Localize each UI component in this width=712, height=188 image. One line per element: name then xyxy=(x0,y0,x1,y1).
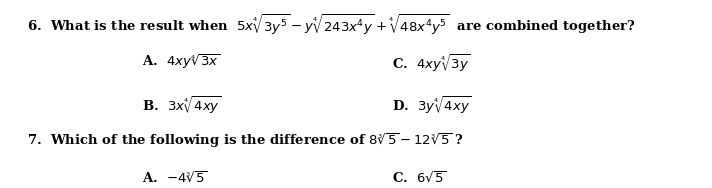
Text: D.  $3y\sqrt[4]{4xy}$: D. $3y\sqrt[4]{4xy}$ xyxy=(392,94,471,116)
Text: A.  $4xy\sqrt[4]{3x}$: A. $4xy\sqrt[4]{3x}$ xyxy=(142,53,221,71)
Text: 7.  Which of the following is the difference of $8\sqrt[3]{5} - 12\sqrt[3]{5}$ ?: 7. Which of the following is the differe… xyxy=(27,132,464,150)
Text: B.  $3x\sqrt[4]{4xy}$: B. $3x\sqrt[4]{4xy}$ xyxy=(142,94,221,116)
Text: 6.  What is the result when  $5x\sqrt[4]{3y^5} - y\sqrt[4]{243x^4y} + \sqrt[4]{4: 6. What is the result when $5x\sqrt[4]{3… xyxy=(27,13,636,37)
Text: C.  $4xy\sqrt[4]{3y}$: C. $4xy\sqrt[4]{3y}$ xyxy=(392,53,471,74)
Text: A.  $-4\sqrt[3]{5}$: A. $-4\sqrt[3]{5}$ xyxy=(142,171,208,186)
Text: C.  $6\sqrt{5}$: C. $6\sqrt{5}$ xyxy=(392,171,446,186)
